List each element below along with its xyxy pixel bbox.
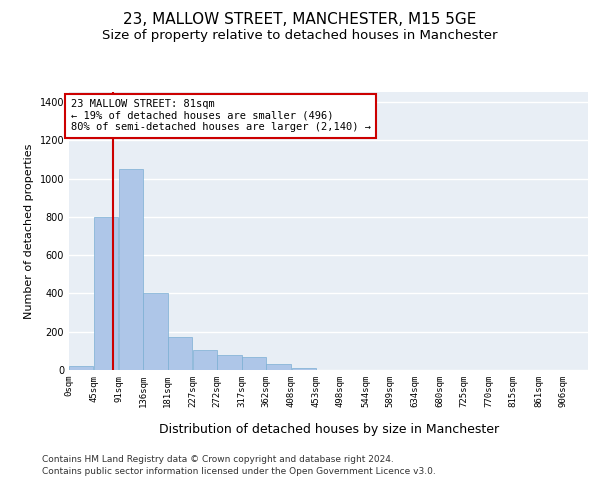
Text: Contains HM Land Registry data © Crown copyright and database right 2024.: Contains HM Land Registry data © Crown c… (42, 455, 394, 464)
Bar (292, 368, 316, 370)
Bar (94, 217, 118, 370)
Bar (69, 366, 94, 370)
Y-axis label: Number of detached properties: Number of detached properties (24, 144, 34, 319)
Bar (217, 354, 242, 370)
Text: Distribution of detached houses by size in Manchester: Distribution of detached houses by size … (159, 422, 499, 436)
Text: 23 MALLOW STREET: 81sqm
← 19% of detached houses are smaller (496)
80% of semi-d: 23 MALLOW STREET: 81sqm ← 19% of detache… (71, 99, 371, 132)
Bar (143, 294, 167, 370)
Text: Size of property relative to detached houses in Manchester: Size of property relative to detached ho… (102, 29, 498, 42)
Text: Contains public sector information licensed under the Open Government Licence v3: Contains public sector information licen… (42, 467, 436, 476)
Bar (193, 350, 217, 370)
Bar (119, 169, 143, 370)
Text: 23, MALLOW STREET, MANCHESTER, M15 5GE: 23, MALLOW STREET, MANCHESTER, M15 5GE (124, 12, 476, 28)
Bar (168, 338, 192, 370)
Bar (266, 364, 291, 370)
Bar (242, 356, 266, 370)
